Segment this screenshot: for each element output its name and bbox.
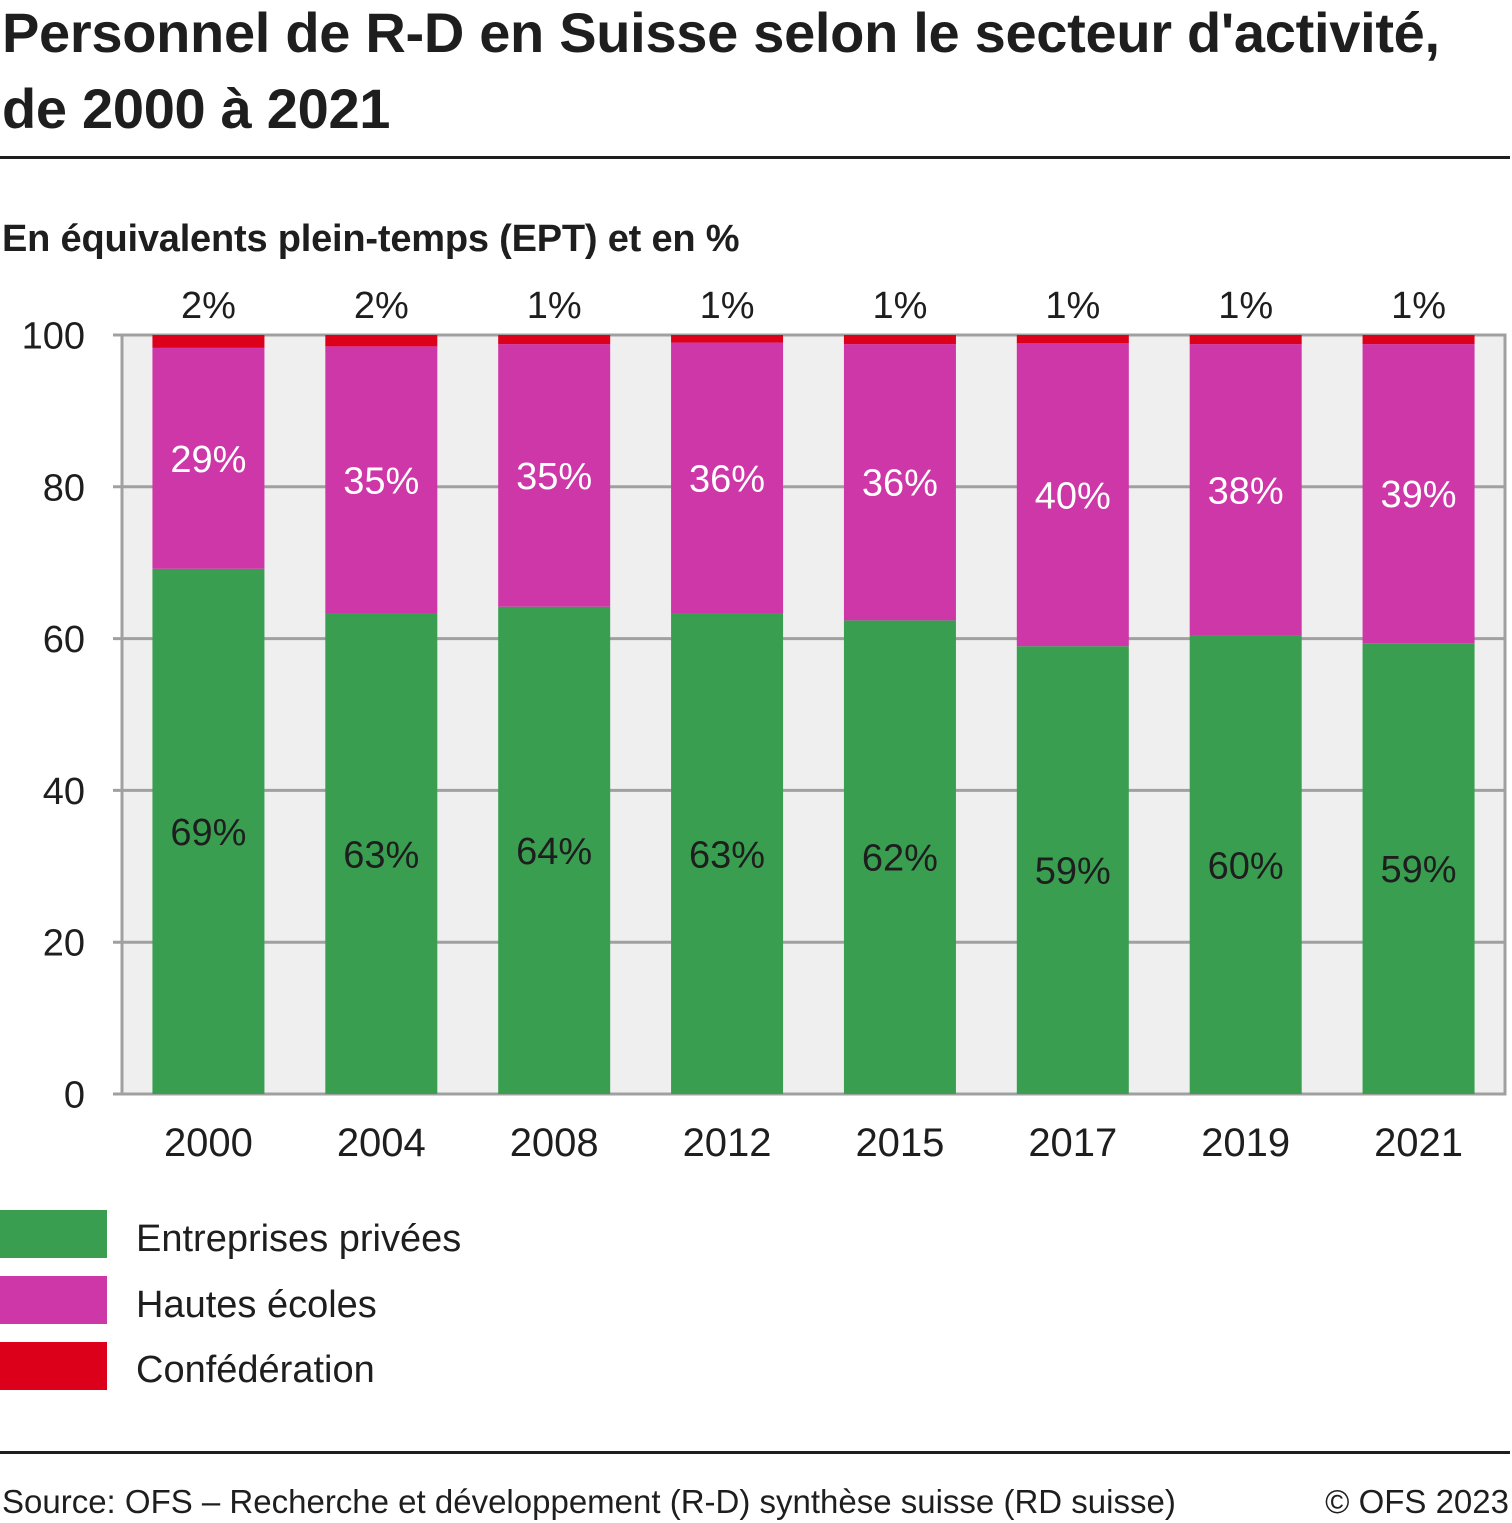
y-tick-label: 100 bbox=[22, 316, 85, 358]
x-tick-label: 2012 bbox=[683, 1121, 772, 1165]
y-tick-label: 60 bbox=[43, 619, 85, 661]
bar-stack-2015: 62% 36% 1% bbox=[843, 285, 956, 1094]
data-label-hautes-ecoles: 36% bbox=[862, 463, 938, 505]
title-line-2: de 2000 à 2021 bbox=[2, 77, 390, 140]
bar-stack-2017: 59% 40% 1% bbox=[1016, 285, 1129, 1094]
legend-item-entreprises-privees: Entreprises privées bbox=[0, 1210, 461, 1260]
x-tick-label: 2008 bbox=[510, 1121, 599, 1165]
data-label-entreprises-privees: 59% bbox=[1381, 849, 1457, 891]
legend-label-confederation: Confédération bbox=[136, 1349, 375, 1391]
data-label-confederation: 1% bbox=[1045, 285, 1100, 327]
legend-item-hautes-ecoles: Hautes écoles bbox=[0, 1276, 377, 1326]
data-label-entreprises-privees: 59% bbox=[1035, 851, 1111, 893]
legend-item-confederation: Confédération bbox=[0, 1342, 375, 1391]
x-tick-label: 2004 bbox=[337, 1121, 426, 1165]
bar-stack-2012: 63% 36% 1% bbox=[671, 285, 784, 1094]
data-label-confederation: 1% bbox=[1218, 285, 1273, 327]
bar-segment-hautes-ecoles bbox=[843, 344, 956, 621]
data-label-hautes-ecoles: 35% bbox=[516, 456, 592, 498]
bar-stack-2008: 64% 35% 1% bbox=[498, 285, 611, 1094]
data-label-confederation: 1% bbox=[872, 285, 927, 327]
legend: Entreprises privées Hautes écoles Conféd… bbox=[0, 1210, 461, 1391]
data-label-entreprises-privees: 63% bbox=[689, 834, 765, 876]
data-label-entreprises-privees: 62% bbox=[862, 838, 938, 880]
bar-segment-confederation bbox=[1189, 335, 1302, 345]
bar-segment-hautes-ecoles bbox=[1016, 343, 1129, 647]
chart-subtitle: En équivalents plein-temps (EPT) et en % bbox=[2, 218, 739, 260]
bar-segment-entreprises-privees bbox=[1016, 646, 1129, 1094]
data-label-entreprises-privees: 64% bbox=[516, 831, 592, 873]
bar-stack-2000: 69% 29% 2% bbox=[152, 285, 265, 1094]
data-label-hautes-ecoles: 36% bbox=[689, 459, 765, 501]
copyright-note: © OFS 2023 bbox=[1325, 1483, 1509, 1520]
bar-stack-2019: 60% 38% 1% bbox=[1189, 285, 1302, 1094]
data-label-entreprises-privees: 60% bbox=[1208, 845, 1284, 887]
bar-segment-entreprises-privees bbox=[1189, 635, 1302, 1094]
data-label-confederation: 2% bbox=[354, 285, 409, 327]
bar-segment-hautes-ecoles bbox=[152, 347, 265, 569]
bar-segment-confederation bbox=[498, 335, 611, 345]
bar-segment-entreprises-privees bbox=[152, 568, 265, 1094]
bar-segment-entreprises-privees bbox=[498, 606, 611, 1094]
bar-segment-entreprises-privees bbox=[671, 613, 784, 1094]
legend-swatch-confederation bbox=[0, 1342, 107, 1390]
data-label-entreprises-privees: 63% bbox=[343, 834, 419, 876]
y-tick-label: 80 bbox=[43, 467, 85, 509]
data-label-hautes-ecoles: 40% bbox=[1035, 475, 1111, 517]
bar-segment-confederation bbox=[671, 335, 784, 343]
x-tick-label: 2017 bbox=[1028, 1121, 1117, 1165]
title-divider bbox=[0, 156, 1510, 159]
data-label-confederation: 1% bbox=[527, 285, 582, 327]
bar-segment-confederation bbox=[1016, 335, 1129, 344]
bar-segment-hautes-ecoles bbox=[1189, 344, 1302, 636]
data-label-hautes-ecoles: 39% bbox=[1381, 474, 1457, 516]
x-tick-label: 2021 bbox=[1374, 1121, 1463, 1165]
bar-segment-hautes-ecoles bbox=[498, 344, 611, 607]
data-label-hautes-ecoles: 38% bbox=[1208, 470, 1284, 512]
footer-divider bbox=[0, 1451, 1510, 1454]
bar-segment-hautes-ecoles bbox=[325, 346, 438, 614]
bar-stack-2021: 59% 39% 1% bbox=[1362, 285, 1475, 1094]
bar-segment-hautes-ecoles bbox=[1362, 344, 1475, 644]
plot-area: 0 20 40 60 80 100 69% 29% 2% 2000 63% 35% 2% 2004 64% 3… bbox=[22, 285, 1507, 1165]
data-label-confederation: 2% bbox=[181, 285, 236, 327]
y-tick-label: 0 bbox=[64, 1075, 85, 1117]
y-tick-label: 40 bbox=[43, 771, 85, 813]
title-line-1: Personnel de R-D en Suisse selon le sect… bbox=[2, 1, 1440, 64]
bar-segment-confederation bbox=[152, 335, 265, 348]
bar-stack-2004: 63% 35% 2% bbox=[325, 285, 438, 1094]
bar-segment-confederation bbox=[325, 335, 438, 347]
bar-segment-confederation bbox=[843, 335, 956, 345]
data-label-confederation: 1% bbox=[700, 285, 755, 327]
bar-segment-hautes-ecoles bbox=[671, 342, 784, 614]
legend-label-hautes-ecoles: Hautes écoles bbox=[136, 1284, 377, 1326]
x-tick-label: 2015 bbox=[855, 1121, 944, 1165]
data-label-hautes-ecoles: 35% bbox=[343, 460, 419, 502]
bar-segment-entreprises-privees bbox=[843, 620, 956, 1094]
x-tick-label: 2019 bbox=[1201, 1121, 1290, 1165]
data-label-confederation: 1% bbox=[1391, 285, 1446, 327]
bar-segment-entreprises-privees bbox=[1362, 643, 1475, 1094]
x-tick-label: 2000 bbox=[164, 1121, 253, 1165]
y-tick-label: 20 bbox=[43, 923, 85, 965]
data-label-hautes-ecoles: 29% bbox=[170, 439, 246, 481]
data-label-entreprises-privees: 69% bbox=[170, 812, 246, 854]
legend-swatch-entreprises-privees bbox=[0, 1210, 107, 1258]
source-note: Source: OFS – Recherche et développement… bbox=[2, 1483, 1176, 1520]
legend-swatch-hautes-ecoles bbox=[0, 1276, 107, 1324]
bar-segment-entreprises-privees bbox=[325, 613, 438, 1094]
legend-label-entreprises-privees: Entreprises privées bbox=[136, 1218, 461, 1260]
bar-segment-confederation bbox=[1362, 335, 1475, 345]
